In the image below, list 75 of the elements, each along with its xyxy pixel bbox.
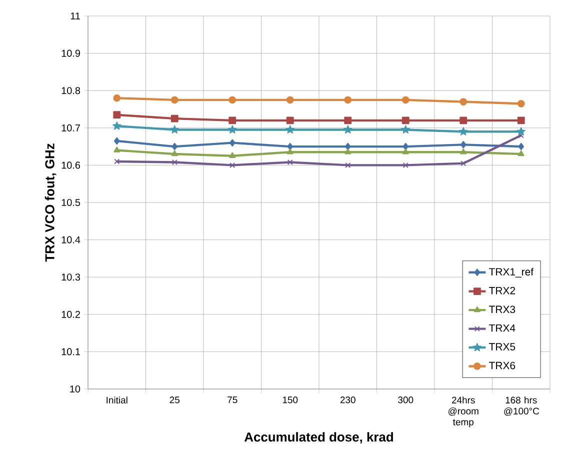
point (113, 111, 121, 119)
point (402, 148, 409, 154)
y-tick-label: 10.5 (62, 198, 80, 206)
point (228, 96, 236, 104)
x-tick-label: Initial (106, 396, 128, 404)
y-tick-label: 10.9 (62, 50, 80, 57)
point (344, 142, 351, 150)
legend-label: TRX4 (489, 324, 516, 332)
point (170, 125, 180, 134)
x-tick-label: 25 (170, 396, 180, 404)
point (344, 148, 352, 154)
point (228, 116, 236, 124)
point (460, 116, 468, 124)
point (458, 126, 468, 136)
y-axis-title: TRX VCO fout, GHz (44, 144, 56, 262)
point (286, 96, 294, 104)
point (402, 162, 408, 168)
x-tick-label: 230 (340, 396, 356, 404)
point (402, 116, 410, 124)
point (517, 116, 525, 124)
y-tick-label: 10 (70, 385, 80, 393)
point (516, 126, 526, 136)
x-tick-label: 24hrs @room temp (448, 396, 478, 428)
point (287, 142, 294, 150)
point (518, 150, 524, 156)
x-tick-label: 300 (398, 396, 414, 404)
legend-label: TRX6 (489, 362, 516, 370)
y-tick-label: 11 (70, 12, 80, 20)
y-tick-label: 10.8 (62, 87, 80, 94)
point (286, 116, 294, 124)
point (114, 137, 120, 145)
point (172, 159, 178, 165)
point (229, 139, 236, 147)
point (286, 125, 295, 134)
point (113, 94, 121, 102)
point (401, 125, 410, 134)
legend-label: TRX3 (489, 306, 516, 314)
point (518, 142, 524, 150)
x-axis-title: Accumulated dose, krad (244, 432, 393, 444)
point (460, 98, 468, 106)
point (229, 152, 236, 158)
legend-label: TRX5 (489, 343, 516, 350)
point (518, 132, 524, 138)
point (460, 140, 466, 148)
point (402, 96, 410, 104)
point (344, 116, 352, 124)
legend-label: TRX2 (489, 286, 515, 294)
y-tick-label: 10.3 (62, 274, 80, 281)
point (287, 159, 293, 165)
point (230, 162, 236, 168)
point (460, 160, 466, 166)
y-tick-label: 10.4 (62, 236, 80, 244)
point (286, 148, 294, 154)
point (228, 125, 237, 134)
x-tick-label: 150 (282, 396, 298, 404)
point (345, 162, 351, 168)
y-tick-label: 10.7 (62, 124, 80, 132)
x-tick-label: 168 hrs @100°C (504, 396, 540, 416)
point (343, 125, 352, 134)
point (172, 142, 178, 150)
point (517, 100, 525, 108)
y-tick-label: 10.1 (62, 348, 80, 356)
point (344, 96, 352, 104)
point (170, 114, 178, 122)
point (402, 142, 409, 150)
y-tick-label: 10.2 (62, 310, 80, 318)
point (170, 96, 178, 104)
point (112, 121, 122, 130)
point (171, 150, 178, 156)
point (460, 148, 467, 154)
y-tick-label: 10.6 (62, 162, 80, 169)
x-tick-label: 75 (228, 396, 238, 404)
legend-label: TRX1_ref (489, 268, 534, 278)
point (114, 146, 120, 152)
point (114, 158, 120, 164)
